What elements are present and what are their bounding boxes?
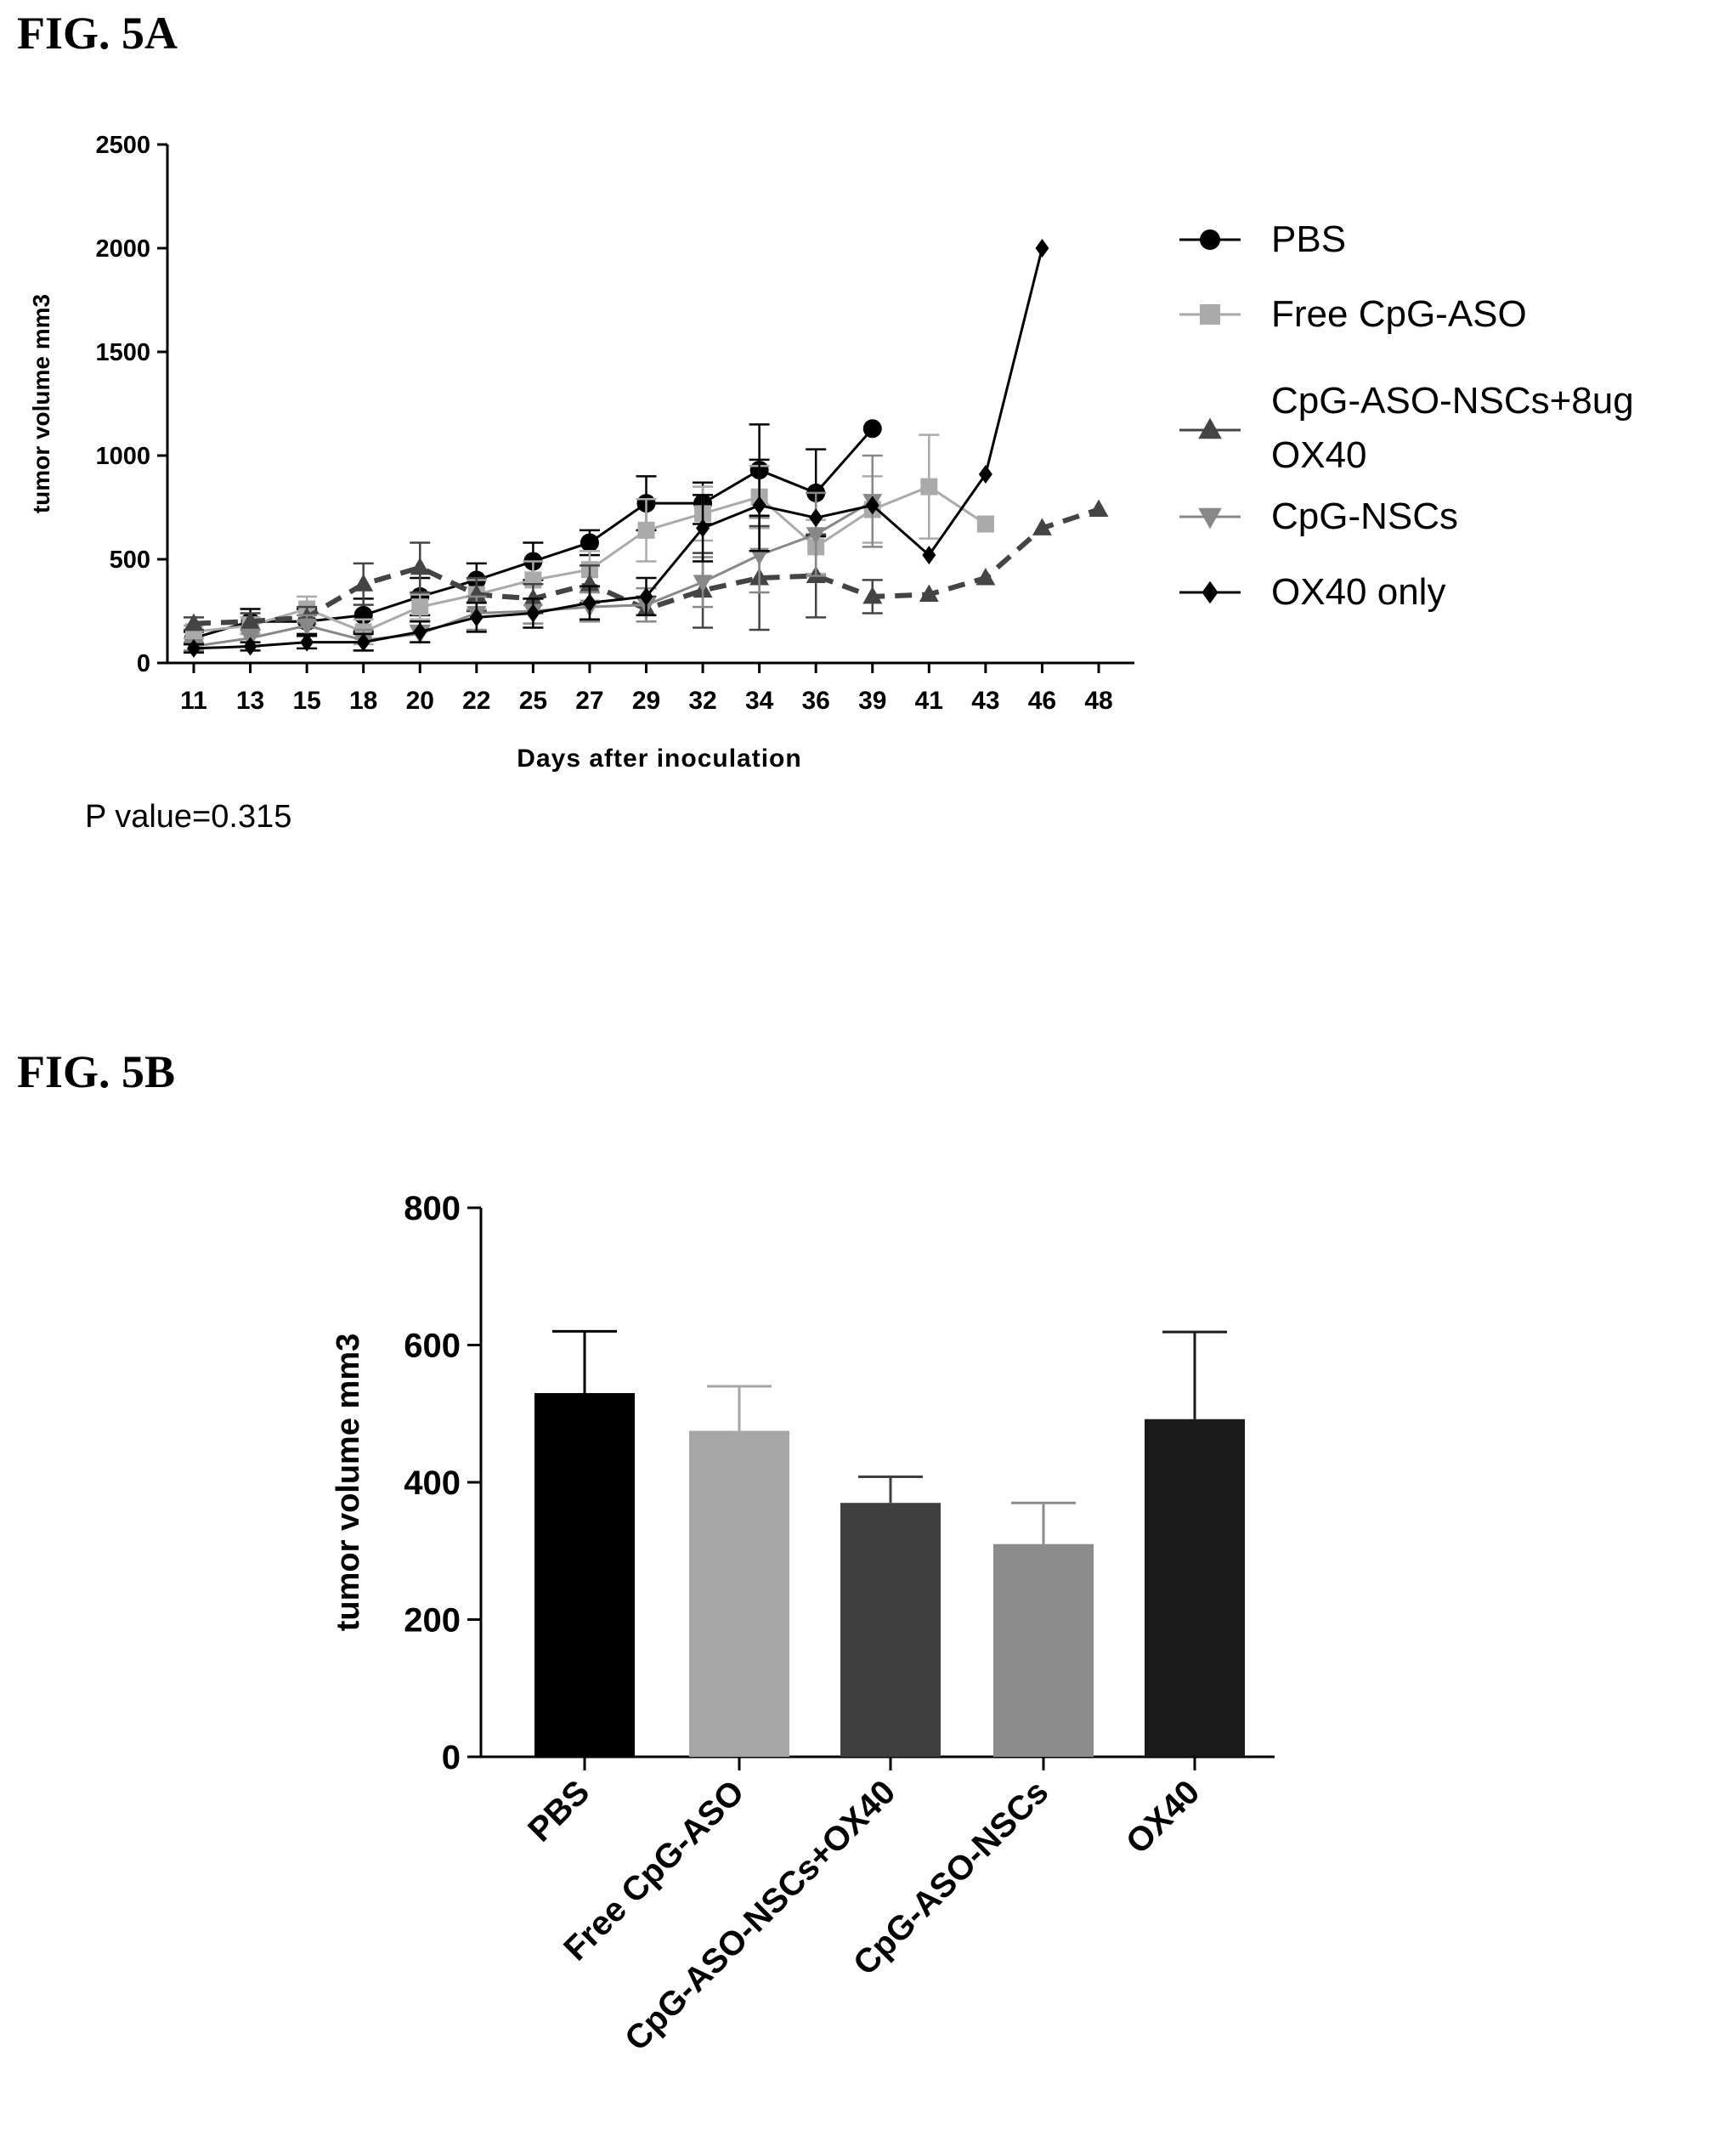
data-point — [1032, 518, 1052, 535]
x-tick-label: 39 — [858, 687, 886, 715]
data-point — [806, 527, 826, 545]
y-tick-label: 600 — [404, 1328, 461, 1365]
data-point — [411, 598, 429, 616]
x-tick-label: 15 — [292, 687, 320, 715]
legend-item-1: Free CpG-ASO — [1179, 293, 1527, 335]
x-tick-label: 46 — [1028, 687, 1056, 715]
line-chart: 0 500 1000 1500 2000 2500 11 13 15 18 20 22 25 27 29 32… — [28, 132, 1634, 773]
data-point — [862, 419, 882, 439]
y-tick-label: 0 — [137, 650, 150, 677]
data-point — [356, 632, 370, 652]
data-point — [975, 567, 996, 586]
data-point — [353, 574, 374, 592]
x-tick-label: 32 — [688, 687, 716, 715]
data-point — [919, 584, 939, 602]
x-tick-label: PBS — [521, 1773, 597, 1849]
data-point — [523, 588, 543, 606]
data-point — [582, 593, 597, 613]
legend-label: CpG-NSCs — [1271, 496, 1458, 537]
legend-item-3: CpG-NSCs — [1179, 496, 1458, 537]
legend-marker — [1200, 229, 1220, 250]
data-point — [580, 533, 599, 552]
x-tick-label: OX40 — [1119, 1773, 1207, 1861]
x-tick-label: 13 — [236, 687, 264, 715]
p-value-text: P value=0.315 — [85, 799, 292, 835]
data-point — [696, 518, 710, 538]
x-tick-label: 20 — [406, 687, 434, 715]
legend-item-0: PBS — [1179, 218, 1346, 260]
bar — [534, 1393, 635, 1757]
x-tick-label: 27 — [575, 687, 603, 715]
y-tick-label: 800 — [404, 1190, 461, 1227]
data-point — [920, 478, 938, 496]
legend-marker — [1200, 304, 1220, 325]
x-tick-label: 18 — [349, 687, 377, 715]
y-tick-label: 0 — [442, 1739, 461, 1776]
legend-item-4: OX40 only — [1179, 571, 1445, 613]
data-point — [410, 557, 430, 575]
x-tick-label: 29 — [632, 687, 660, 715]
data-point — [187, 638, 201, 658]
legend-label: PBS — [1271, 218, 1346, 260]
x-tick-label: 43 — [971, 687, 999, 715]
y-tick-label: 2000 — [95, 235, 150, 263]
y-tick-label: 500 — [110, 547, 150, 574]
legend-label: OX40 only — [1271, 571, 1445, 613]
figure-5b-label: FIG. 5B — [17, 1046, 176, 1097]
data-point — [809, 508, 823, 528]
x-tick-label: 11 — [180, 687, 207, 715]
data-point — [865, 496, 879, 515]
x-axis-title: Days after inoculation — [517, 745, 801, 773]
legend-label: Free CpG-ASO — [1271, 293, 1527, 335]
y-tick-label: 400 — [404, 1464, 461, 1502]
data-point — [752, 496, 766, 515]
series-4 — [184, 239, 1049, 658]
bar — [840, 1503, 941, 1757]
data-point — [637, 521, 655, 539]
y-tick-label: 1000 — [95, 443, 150, 470]
x-tick-label: 25 — [519, 687, 547, 715]
data-point — [693, 575, 713, 592]
data-point — [978, 464, 992, 484]
y-tick-label: 1500 — [95, 339, 150, 366]
data-point — [243, 637, 257, 656]
data-point — [526, 603, 540, 623]
x-tick-label: 48 — [1084, 687, 1112, 715]
bar — [1145, 1419, 1245, 1757]
data-point — [639, 586, 653, 606]
data-point — [976, 515, 994, 533]
data-point — [413, 622, 427, 642]
data-point — [1089, 499, 1109, 517]
bar — [689, 1430, 789, 1757]
legend-marker — [1198, 417, 1222, 439]
legend-marker — [1198, 507, 1222, 530]
series-line — [193, 247, 1043, 650]
x-tick-label: CpG-ASO-NSCs+OX40 — [618, 1773, 902, 2058]
data-point — [184, 613, 204, 632]
data-point — [1035, 239, 1049, 258]
y-tick-label: 200 — [404, 1602, 461, 1640]
legend-label: CpG-ASO-NSCs+8ug — [1271, 380, 1634, 422]
y-axis-title: tumor volume mm3 — [28, 294, 54, 513]
x-tick-label: 36 — [802, 687, 830, 715]
data-point — [862, 586, 883, 604]
legend-label: OX40 — [1271, 434, 1367, 476]
data-point — [300, 632, 314, 652]
data-point — [922, 546, 936, 565]
data-point — [469, 608, 483, 627]
data-point — [240, 611, 261, 629]
y-tick-label: 2500 — [95, 132, 150, 159]
y-axis-title: tumor volume mm3 — [331, 1334, 366, 1632]
x-tick-label: 34 — [745, 687, 774, 715]
data-point — [749, 547, 770, 566]
data-point — [297, 618, 317, 637]
figure-5a-label: FIG. 5A — [17, 8, 178, 59]
legend-marker — [1202, 581, 1219, 604]
legend-item-2: CpG-ASO-NSCs+8ug OX40 — [1179, 380, 1634, 476]
x-tick-label: 41 — [915, 687, 943, 715]
bar — [993, 1543, 1094, 1757]
x-tick-label: 22 — [462, 687, 490, 715]
